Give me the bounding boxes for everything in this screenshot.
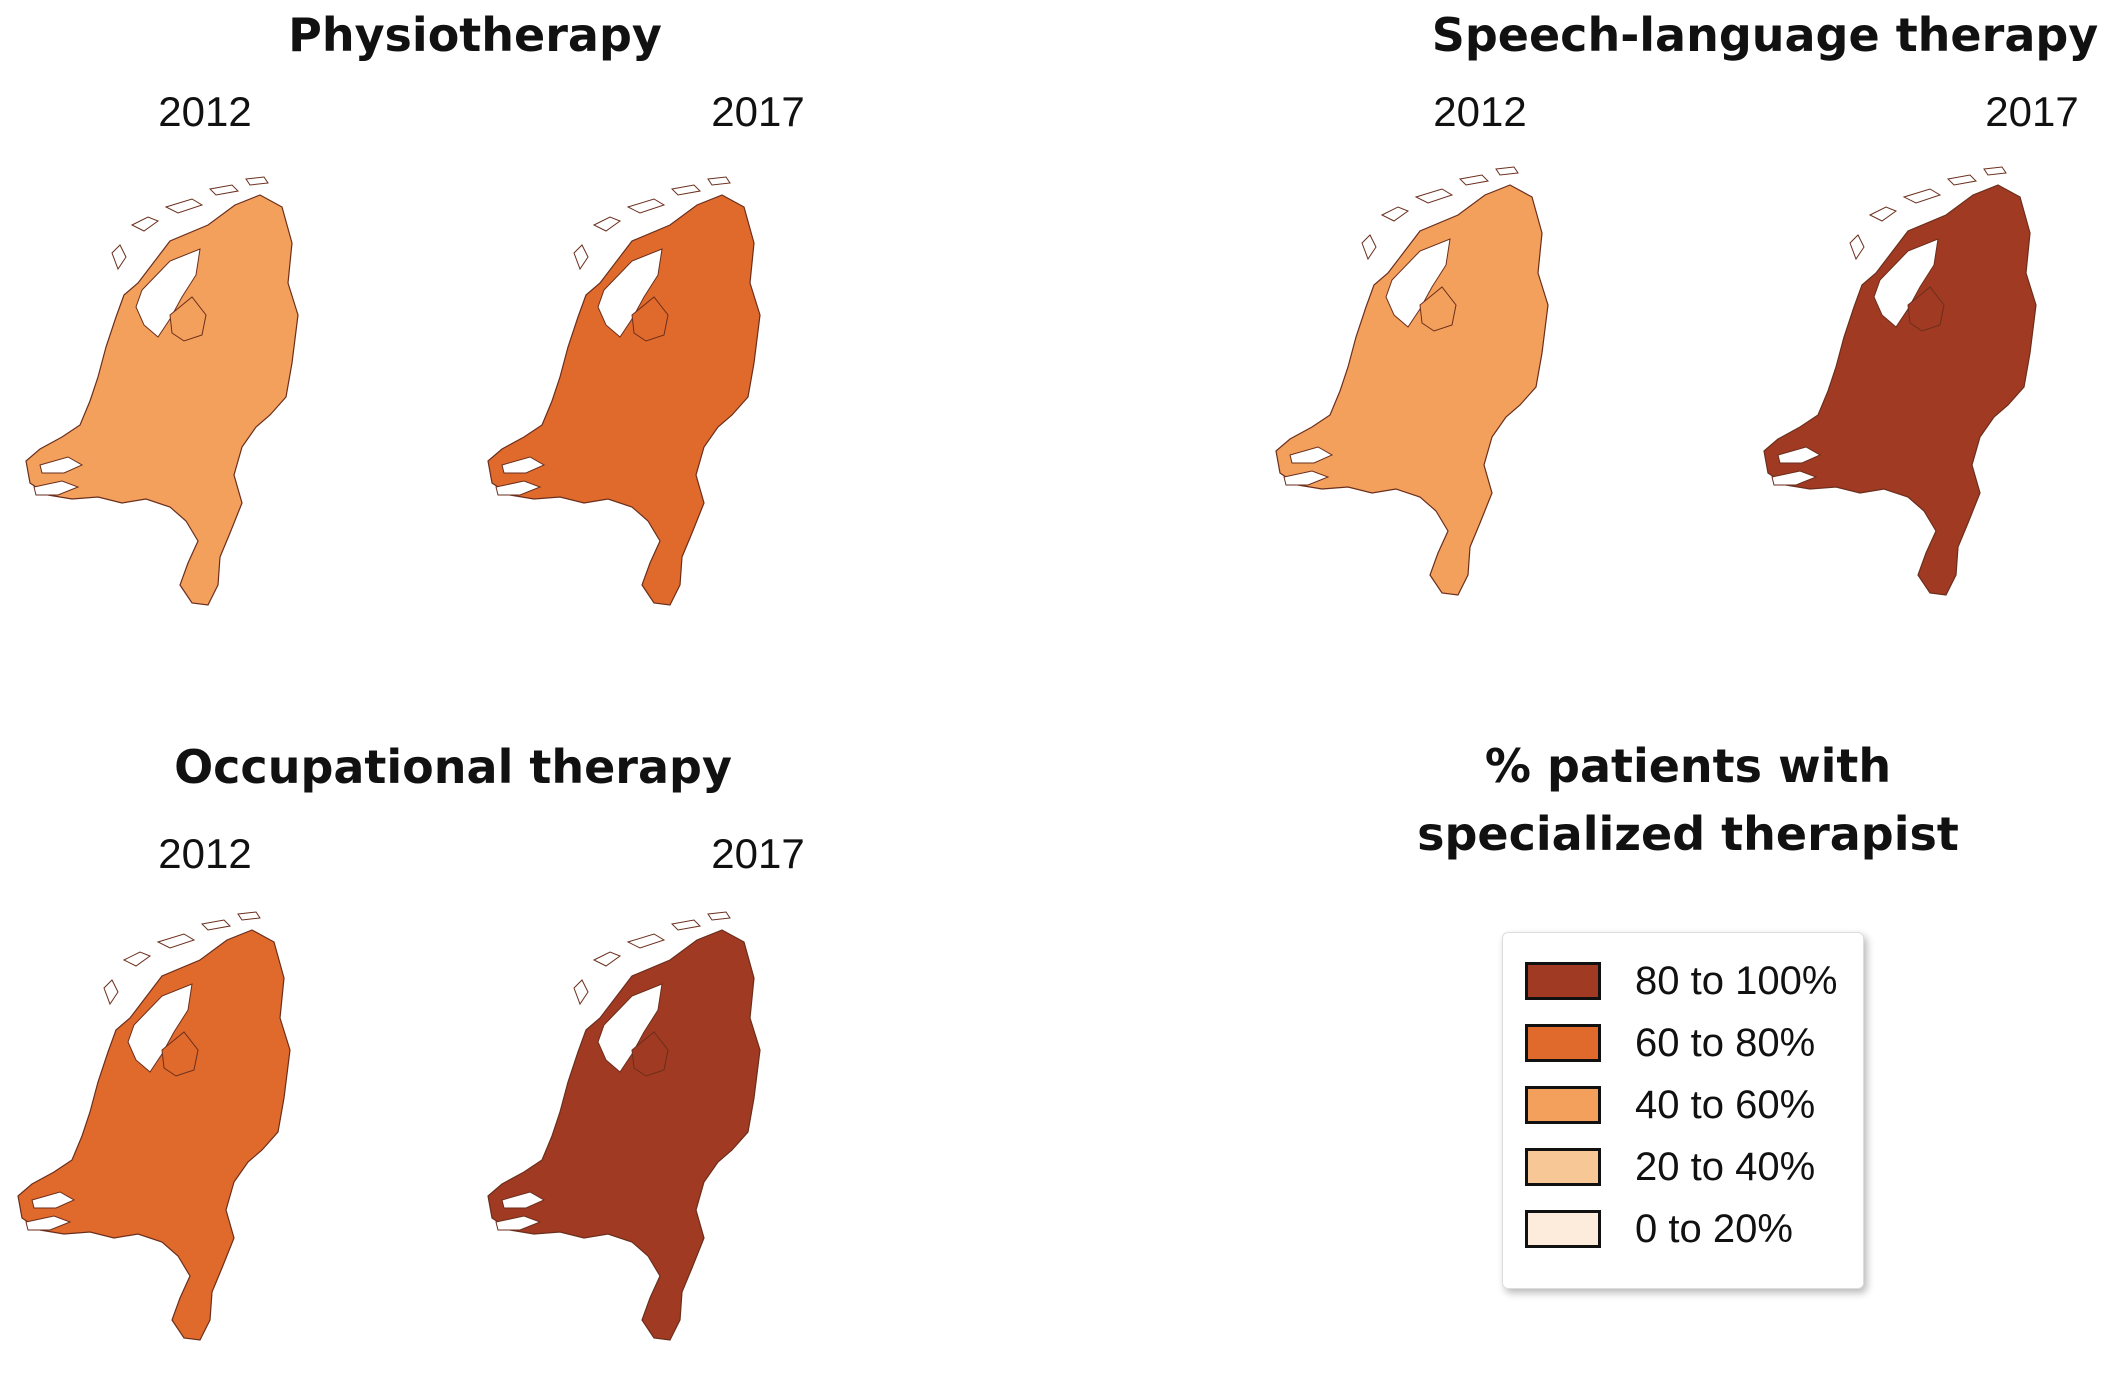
occupational-2012-map-estuary (25, 1215, 72, 1231)
legend-swatch-80-100 (1525, 962, 1601, 1000)
legend-item-80-100: 80 to 100% (1525, 959, 1837, 1003)
occupational-therapy-title: Occupational therapy (174, 740, 732, 794)
legend-swatch-20-40 (1525, 1148, 1601, 1186)
legend: 80 to 100% 60 to 80% 40 to 60% 20 to 40%… (1502, 932, 1864, 1289)
physiotherapy-2012-map-wadden-island (208, 184, 240, 196)
physiotherapy-2017-map-wadden-island (707, 176, 731, 186)
physiotherapy-2017-map-wadden-island (592, 216, 622, 232)
speech-language-2017-map-estuary (1777, 446, 1822, 464)
occupational-2012-map-wadden-island (237, 911, 261, 921)
speech-language-2017-map-flevoland (1907, 286, 1945, 332)
speech-language-2012-map-estuary (1289, 446, 1334, 464)
occupational-2017-map-estuary (501, 1191, 546, 1209)
legend-item-40-60: 40 to 60% (1525, 1083, 1815, 1127)
occupational-2012-map-wadden-island (103, 979, 119, 1006)
occupational-2017-map-mainland (487, 929, 761, 1341)
speech-language-year-2012: 2012 (1433, 88, 1527, 135)
physiotherapy-year-2017: 2017 (711, 88, 805, 135)
occupational-2012-map-flevoland (161, 1031, 199, 1077)
speech-language-year-2017: 2017 (1985, 88, 2079, 135)
physiotherapy-2017-map (487, 176, 761, 606)
legend-label-60-80: 60 to 80% (1635, 1020, 1816, 1065)
physiotherapy-2017-map-wadden-island (670, 184, 702, 196)
physiotherapy-2012-map-wadden-island (164, 198, 204, 214)
speech-language-2012-map (1275, 166, 1549, 596)
physiotherapy-2012-map-flevoland (169, 296, 207, 342)
legend-title-line-1: % patients with (1484, 739, 1892, 793)
occupational-2017-map-flevoland (631, 1031, 669, 1077)
physiotherapy-2017-map-wadden-island (626, 198, 666, 214)
legend-item-20-40: 20 to 40% (1525, 1145, 1815, 1189)
occupational-2017-map-estuary (495, 1215, 542, 1231)
legend-item-60-80: 60 to 80% (1525, 1021, 1815, 1065)
legend-title-line-2: specialized therapist (1417, 807, 1959, 861)
legend-label-80-100: 80 to 100% (1635, 958, 1838, 1003)
occupational-year-2012: 2012 (158, 830, 252, 877)
speech-language-2017-map (1763, 166, 2037, 596)
occupational-2012-map-wadden-island (200, 919, 232, 931)
physiotherapy-year-2012: 2012 (158, 88, 252, 135)
occupational-2012-map-mainland (17, 929, 291, 1341)
speech-language-2017-map-wadden-island (1983, 166, 2007, 176)
physiotherapy-2012-map-wadden-island (130, 216, 160, 232)
physiotherapy-2012-map-wadden-island (111, 244, 127, 271)
occupational-2017-map-ijsselmeer (597, 983, 663, 1073)
occupational-2012-map-wadden-island (122, 951, 152, 967)
physiotherapy-2017-map-ijsselmeer (597, 248, 663, 338)
speech-language-2012-map-wadden-island (1414, 188, 1454, 204)
speech-language-2017-map-ijsselmeer (1873, 238, 1939, 328)
physiotherapy-title: Physiotherapy (288, 8, 662, 62)
speech-language-2017-map-wadden-island (1868, 206, 1898, 222)
speech-language-2017-map-wadden-island (1902, 188, 1942, 204)
speech-language-2012-map-estuary (1283, 470, 1330, 486)
physiotherapy-2017-map-estuary (495, 480, 542, 496)
legend-swatch-40-60 (1525, 1086, 1601, 1124)
speech-language-therapy-title: Speech-language therapy (1431, 8, 2099, 62)
speech-language-2012-map-wadden-island (1361, 234, 1377, 261)
legend-label-40-60: 40 to 60% (1635, 1082, 1816, 1127)
legend-swatch-60-80 (1525, 1024, 1601, 1062)
speech-language-2012-map-ijsselmeer (1385, 238, 1451, 328)
speech-language-2012-map-wadden-island (1495, 166, 1519, 176)
physiotherapy-2012-map-mainland (25, 194, 299, 606)
occupational-2017-map-wadden-island (573, 979, 589, 1006)
legend-item-0-20: 0 to 20% (1525, 1207, 1793, 1251)
occupational-2017-map-wadden-island (707, 911, 731, 921)
occupational-2017-map-wadden-island (592, 951, 622, 967)
speech-language-2017-map-mainland (1763, 184, 2037, 596)
physiotherapy-2012-map-estuary (39, 456, 84, 474)
occupational-2012-map-ijsselmeer (127, 983, 193, 1073)
speech-language-2017-map-estuary (1771, 470, 1818, 486)
speech-language-2017-map-wadden-island (1849, 234, 1865, 261)
occupational-2012-map-estuary (31, 1191, 76, 1209)
physiotherapy-2017-map-flevoland (631, 296, 669, 342)
physiotherapy-2017-map-estuary (501, 456, 546, 474)
legend-swatch-0-20 (1525, 1210, 1601, 1248)
physiotherapy-2012-map (25, 176, 299, 606)
legend-label-20-40: 20 to 40% (1635, 1144, 1816, 1189)
occupational-year-2017: 2017 (711, 830, 805, 877)
occupational-2012-map (17, 911, 291, 1341)
legend-title: % patients with specialized therapist (1378, 732, 1998, 868)
occupational-2012-map-wadden-island (156, 933, 196, 949)
speech-language-2012-map-mainland (1275, 184, 1549, 596)
physiotherapy-2017-map-wadden-island (573, 244, 589, 271)
speech-language-2017-map-wadden-island (1946, 174, 1978, 186)
occupational-2017-map-wadden-island (670, 919, 702, 931)
physiotherapy-2017-map-mainland (487, 194, 761, 606)
physiotherapy-2012-map-ijsselmeer (135, 248, 201, 338)
physiotherapy-2012-map-wadden-island (245, 176, 269, 186)
occupational-2017-map-wadden-island (626, 933, 666, 949)
speech-language-2012-map-flevoland (1419, 286, 1457, 332)
occupational-2017-map (487, 911, 761, 1341)
physiotherapy-2012-map-estuary (33, 480, 80, 496)
legend-label-0-20: 0 to 20% (1635, 1206, 1793, 1251)
speech-language-2012-map-wadden-island (1458, 174, 1490, 186)
speech-language-2012-map-wadden-island (1380, 206, 1410, 222)
